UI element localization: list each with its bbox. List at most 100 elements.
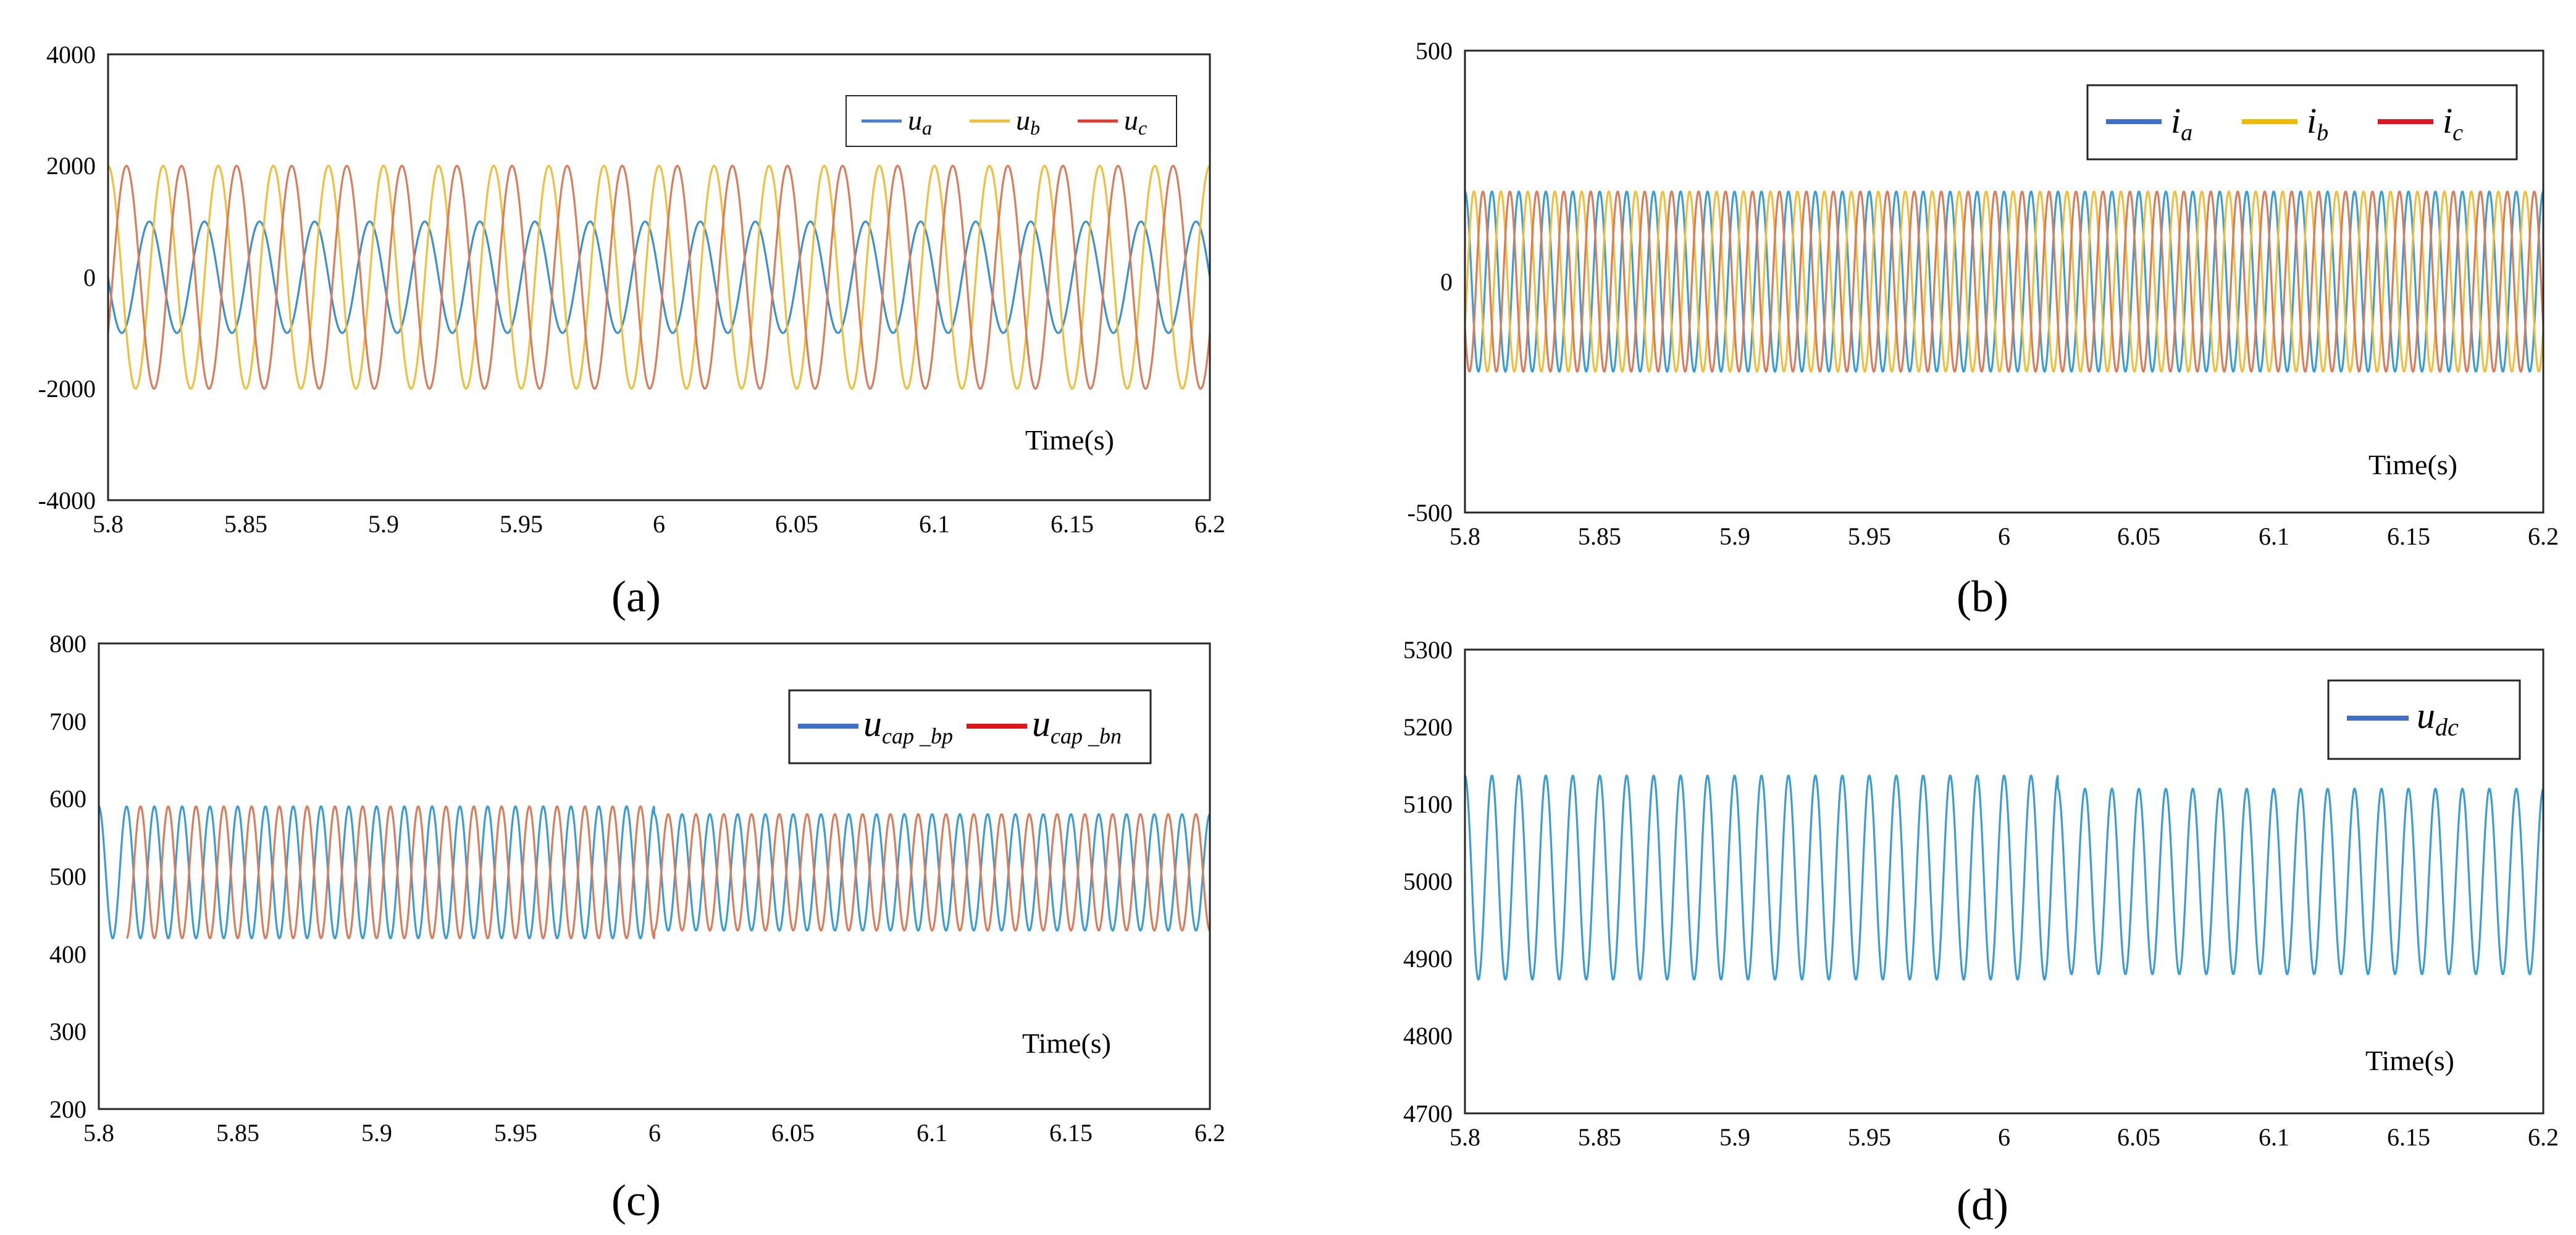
series-i_c — [1465, 190, 2543, 373]
legend-sub: a — [2181, 120, 2192, 146]
panel-b-time-label: Time(s) — [2368, 449, 2457, 480]
panel-d-ytick: 5100 — [1403, 790, 1453, 818]
panel-c-legend: ucap _bp ucap _bn — [788, 689, 1152, 764]
panel-d-xtick: 6.2 — [2528, 1123, 2559, 1151]
panel-c-ytick: 700 — [49, 708, 86, 735]
panel-d-xtick: 6.05 — [2117, 1123, 2160, 1151]
legend-sub: b — [2317, 120, 2328, 146]
panel-a-xtick: 5.85 — [224, 510, 267, 538]
panel-c-legend-label-bp: ucap _bp — [863, 703, 953, 748]
panel-c-xtick: 6 — [648, 1119, 661, 1147]
panel-b-xtick: 6.1 — [2259, 522, 2289, 550]
panel-a-xtick: 6 — [653, 510, 665, 538]
panel-d-ytick: 4700 — [1403, 1100, 1453, 1128]
panel-c-xtick: 5.9 — [361, 1119, 392, 1147]
panel-d-ytick: 5200 — [1403, 713, 1453, 741]
series-i_b — [1465, 190, 2543, 373]
panel-c-ytick: 300 — [49, 1018, 86, 1045]
legend-main: u — [863, 703, 882, 744]
panel-d-xticks: 5.8 5.85 5.9 5.95 6 6.05 6.1 6.15 6.2 — [1450, 1123, 2559, 1151]
panel-d-ytick: 5300 — [1403, 636, 1453, 664]
panel-d-yticks: 5300 5200 5100 5000 4900 4800 4700 — [1403, 636, 1453, 1128]
panel-c-plot-frame — [98, 642, 1211, 1110]
panel-a-xtick: 5.8 — [93, 510, 124, 538]
panel-b-legend-label-ic: ic — [2443, 101, 2463, 146]
panel-d-ytick: 5000 — [1403, 868, 1453, 895]
panel-a-yticks: 4000 2000 0 -2000 -4000 — [38, 41, 96, 514]
panel-d-xtick: 5.85 — [1578, 1123, 1621, 1151]
panel-a-ytick: -2000 — [38, 375, 96, 403]
panel-a-caption: (a) — [611, 572, 661, 621]
legend-sub: c — [1138, 117, 1147, 139]
legend-main: i — [2307, 101, 2317, 141]
panel-a-legend-label-ua: ua — [908, 104, 932, 139]
panel-a-legend: ua ub uc — [845, 95, 1177, 147]
panel-b-xtick: 6.15 — [2387, 522, 2430, 550]
panel-a-xticks: 5.8 5.85 5.9 5.95 6 6.05 6.1 6.15 6.2 — [93, 510, 1225, 538]
legend-main: i — [2443, 101, 2452, 141]
legend-sub: a — [922, 117, 932, 139]
legend-sub: cap _bp — [882, 724, 953, 748]
panel-d: 5300 5200 5100 5000 4900 4800 4700 5.8 5… — [1403, 636, 2559, 1229]
panel-d-plot-frame — [1464, 648, 2545, 1115]
panel-c-xtick: 6.05 — [771, 1119, 815, 1147]
series-u_cap_bn — [125, 805, 1210, 940]
panel-a-plot-frame — [107, 53, 1211, 501]
panel-c-ytick: 500 — [49, 863, 86, 890]
panel-a-time-label: Time(s) — [1025, 424, 1114, 456]
series-i_a — [1465, 190, 2543, 373]
panel-a-legend-label-uc: uc — [1124, 104, 1147, 139]
panel-b-ytick: 500 — [1416, 37, 1453, 65]
panel-c-xtick: 5.95 — [494, 1119, 537, 1147]
panel-a-series — [108, 164, 1210, 390]
panel-b-xtick: 5.85 — [1578, 522, 1621, 550]
panel-a-xtick: 5.9 — [368, 510, 399, 538]
panel-b-ytick: -500 — [1408, 499, 1453, 527]
legend-main: u — [908, 104, 922, 136]
panel-a-ytick: 2000 — [46, 152, 96, 180]
panel-a-legend-label-ub: ub — [1016, 104, 1040, 139]
panel-b-xticks: 5.8 5.85 5.9 5.95 6 6.05 6.1 6.15 6.2 — [1450, 522, 2559, 550]
panel-c-yticks: 800 700 600 500 400 300 200 — [49, 630, 86, 1123]
panel-b-xtick: 5.8 — [1450, 522, 1480, 550]
panel-a: 4000 2000 0 -2000 -4000 5.8 5.85 5.9 5.9… — [38, 41, 1225, 621]
panel-d-ytick: 4900 — [1403, 945, 1453, 973]
panel-b-ytick: 0 — [1440, 268, 1453, 296]
panel-c-time-label: Time(s) — [1022, 1028, 1111, 1059]
panel-c-legend-label-bn: ucap _bn — [1032, 703, 1122, 748]
series-u_c — [108, 164, 1210, 390]
panel-c: 800 700 600 500 400 300 200 5.8 5.85 5.9… — [49, 630, 1225, 1225]
series-u_dc — [1465, 774, 2543, 981]
panel-b-plot-frame — [1464, 49, 2545, 514]
panel-d-series — [1465, 774, 2543, 981]
panel-c-xtick: 6.2 — [1194, 1119, 1225, 1147]
panel-c-xtick: 6.15 — [1049, 1119, 1093, 1147]
panel-d-xtick: 6.15 — [2387, 1123, 2430, 1151]
panel-a-xtick: 6.05 — [775, 510, 818, 538]
panel-b-xtick: 5.9 — [1719, 522, 1750, 550]
panel-b-yticks: 500 0 -500 — [1408, 37, 1453, 527]
legend-sub: dc — [2435, 713, 2459, 741]
panel-a-ytick: 0 — [83, 264, 96, 291]
panel-d-xtick: 5.9 — [1719, 1123, 1750, 1151]
panel-b-xtick: 6.2 — [2528, 522, 2559, 550]
panel-c-series — [99, 805, 1210, 940]
series-u_a — [108, 220, 1210, 334]
panel-b-series — [1465, 190, 2543, 373]
panel-b-caption: (b) — [1957, 572, 2008, 621]
panel-c-caption: (c) — [611, 1176, 661, 1225]
panel-b-xtick: 6 — [1998, 522, 2010, 550]
panel-c-ytick: 600 — [49, 785, 86, 813]
legend-sub: b — [1030, 117, 1040, 139]
legend-main: i — [2171, 101, 2181, 141]
legend-main: u — [1032, 703, 1051, 744]
panel-d-xtick: 5.8 — [1450, 1123, 1480, 1151]
panel-c-xtick: 6.1 — [917, 1119, 947, 1147]
panel-a-xtick: 6.2 — [1194, 510, 1225, 538]
legend-main: u — [1124, 104, 1138, 136]
panel-d-xtick: 6.1 — [2259, 1123, 2289, 1151]
panel-c-xtick: 5.8 — [83, 1119, 114, 1147]
panel-b-legend-label-ia: ia — [2171, 101, 2192, 146]
panel-d-legend-label-udc: udc — [2417, 695, 2459, 741]
